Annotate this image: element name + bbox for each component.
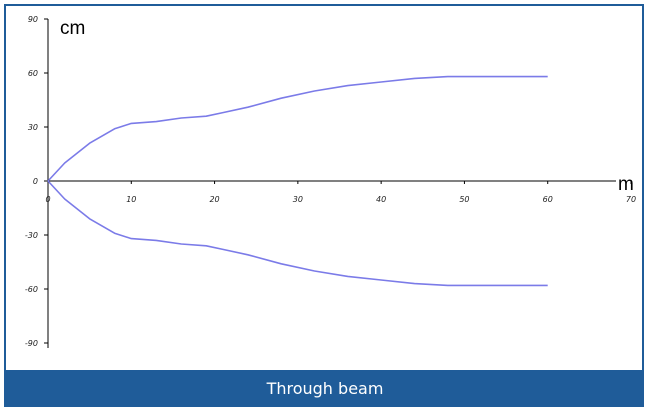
series-line-1 <box>47 75 548 182</box>
chart-frame <box>4 4 644 407</box>
x-axis-label: m <box>618 174 634 195</box>
y-tick-label: 0 <box>33 177 38 186</box>
y-axis-label: cm <box>60 18 85 39</box>
x-tick-label: 40 <box>376 195 386 204</box>
series-line-2 <box>47 180 548 287</box>
y-tick-label: -30 <box>25 231 38 240</box>
x-tick-label: 0 <box>45 195 50 204</box>
x-tick-label: 60 <box>543 195 553 204</box>
y-tick-label: 30 <box>28 123 38 132</box>
x-tick-label: 10 <box>126 195 136 204</box>
y-tick-label: -60 <box>25 285 38 294</box>
x-tick-label: 70 <box>626 195 636 204</box>
x-tick-label: 30 <box>293 195 303 204</box>
y-tick-label: -90 <box>25 339 38 348</box>
x-tick-label: 50 <box>459 195 469 204</box>
x-tick-label: 20 <box>209 195 219 204</box>
chart-caption: Through beam <box>6 370 644 407</box>
y-tick-label: 90 <box>28 15 38 24</box>
y-tick-label: 60 <box>28 69 38 78</box>
